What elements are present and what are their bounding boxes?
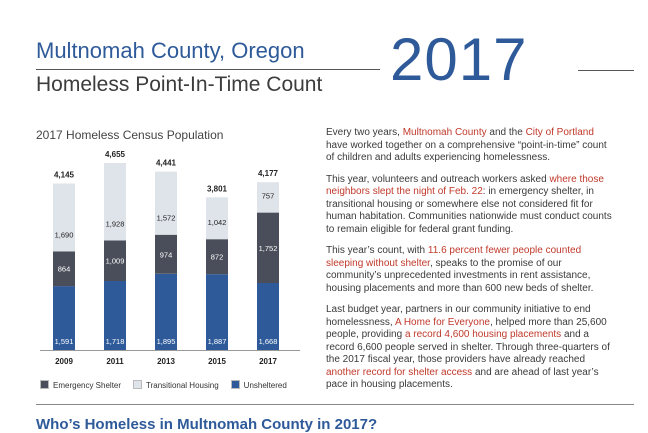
p3-text: , speaks to the promise of our community… xyxy=(326,257,594,294)
bar-segment-emergency-shelter xyxy=(206,239,228,275)
p1-text: and the xyxy=(486,127,526,138)
paragraph-1: Every two years, Multnomah County and th… xyxy=(326,127,616,165)
link-a-home-for-everyone[interactable]: A Home for Everyone xyxy=(394,316,490,328)
section-title: Who’s Homeless in Multnomah County in 20… xyxy=(36,416,378,433)
segment-value-label: 1,690 xyxy=(55,230,74,239)
paragraph-4: Last budget year, partners in our commun… xyxy=(326,304,616,392)
link-housing-placements[interactable]: a record 4,600 housing placements xyxy=(404,329,562,340)
legend-swatch xyxy=(230,380,240,389)
bar-segment-transitional-housing xyxy=(155,171,177,235)
segment-value-label: 1,928 xyxy=(106,220,125,229)
bar-segment-emergency-shelter xyxy=(155,234,177,274)
p1-text: have worked together on a comprehensive … xyxy=(326,139,607,164)
paragraph-2: This year, volunteers and outreach worke… xyxy=(326,174,616,237)
bar-segment-unsheltered xyxy=(104,281,126,350)
segment-value-label: 1,718 xyxy=(106,337,125,346)
x-tick-label: 2009 xyxy=(55,357,73,366)
segment-value-label: 1,572 xyxy=(157,214,176,223)
p3-text: This year’s count, with xyxy=(326,245,428,256)
p4-text: and are ahead of last year’s pace in hou… xyxy=(326,366,599,391)
segment-value-label: 1,668 xyxy=(259,337,278,346)
legend-swatch xyxy=(40,380,49,389)
section-divider xyxy=(36,404,634,405)
legend-item: Emergency Shelter xyxy=(40,380,121,390)
link-city-of-portland[interactable]: City of Portland xyxy=(525,127,594,138)
segment-value-label: 1,591 xyxy=(55,337,74,346)
p4-text: , helped more than 25,600 people, provid… xyxy=(326,316,607,341)
bar-total-label: 4,441 xyxy=(156,159,177,168)
bar-segment-emergency-shelter xyxy=(53,251,75,287)
legend-label: Emergency Shelter xyxy=(53,381,122,390)
bar-segment-transitional-housing xyxy=(206,197,228,240)
year-divider xyxy=(578,70,634,71)
bar-total-label: 3,801 xyxy=(207,184,228,193)
p1-text: Every two years, xyxy=(326,127,403,138)
p4-text: and a record 6,600 people served in shel… xyxy=(326,329,610,365)
title-divider xyxy=(36,69,380,70)
bar-segment-unsheltered xyxy=(206,274,228,350)
bar-segment-transitional-housing xyxy=(104,163,126,241)
legend-item: Transitional Housing xyxy=(133,380,219,390)
bar-segment-emergency-shelter xyxy=(257,212,279,283)
title-county: Multnomah County, Oregon xyxy=(36,38,305,63)
legend-label: Unsheltered xyxy=(243,381,287,390)
bar-segment-unsheltered xyxy=(53,286,75,350)
segment-value-label: 1,752 xyxy=(259,244,278,253)
segment-value-label: 872 xyxy=(211,253,224,262)
x-tick-label: 2017 xyxy=(259,357,277,366)
segment-value-label: 864 xyxy=(58,265,71,274)
legend-item: Unsheltered xyxy=(230,380,287,390)
bar-total-label: 4,145 xyxy=(54,171,75,180)
paragraph-3: This year’s count, with 11.6 percent few… xyxy=(326,245,616,295)
bar-segment-unsheltered xyxy=(155,273,177,350)
x-tick-label: 2011 xyxy=(106,357,124,366)
link-where-neighbors-slept[interactable]: where those neighbors slept the night of… xyxy=(326,173,604,198)
p2-text: : in emergency shelter, in transitional … xyxy=(326,186,612,235)
chart-legend: Emergency Shelter Transitional Housing Uns… xyxy=(40,380,299,390)
segment-value-label: 1,887 xyxy=(208,337,227,346)
link-multnomah-county[interactable]: Multnomah County xyxy=(402,127,487,138)
bar-segment-emergency-shelter xyxy=(104,240,126,281)
link-fewer-unsheltered[interactable]: 11.6 percent fewer people counted sleepi… xyxy=(326,245,582,269)
link-shelter-access[interactable]: another record for shelter access xyxy=(326,366,473,378)
legend-label: Transitional Housing xyxy=(146,381,219,390)
title-count: Homeless Point-In-Time Count xyxy=(36,73,323,96)
bar-total-label: 4,177 xyxy=(258,169,279,178)
chart-title: 2017 Homeless Census Population xyxy=(36,128,224,142)
bar-segment-unsheltered xyxy=(257,283,279,350)
segment-value-label: 974 xyxy=(160,250,173,259)
bar-segment-transitional-housing xyxy=(257,182,279,213)
x-tick-label: 2013 xyxy=(157,357,175,366)
body-text: Every two years, Multnomah County and th… xyxy=(326,127,616,401)
legend-swatch xyxy=(133,380,143,389)
segment-value-label: 1,009 xyxy=(106,257,125,266)
p4-text: Last budget year, partners in our commun… xyxy=(326,304,591,328)
segment-value-label: 1,895 xyxy=(157,337,176,346)
p2-text: This year, volunteers and outreach worke… xyxy=(326,173,550,185)
bar-total-label: 4,655 xyxy=(105,150,126,159)
title-year: 2017 xyxy=(390,26,528,93)
x-tick-label: 2015 xyxy=(208,357,226,366)
segment-value-label: 1,042 xyxy=(208,218,227,227)
bar-segment-transitional-housing xyxy=(53,183,75,252)
segment-value-label: 757 xyxy=(262,192,275,201)
